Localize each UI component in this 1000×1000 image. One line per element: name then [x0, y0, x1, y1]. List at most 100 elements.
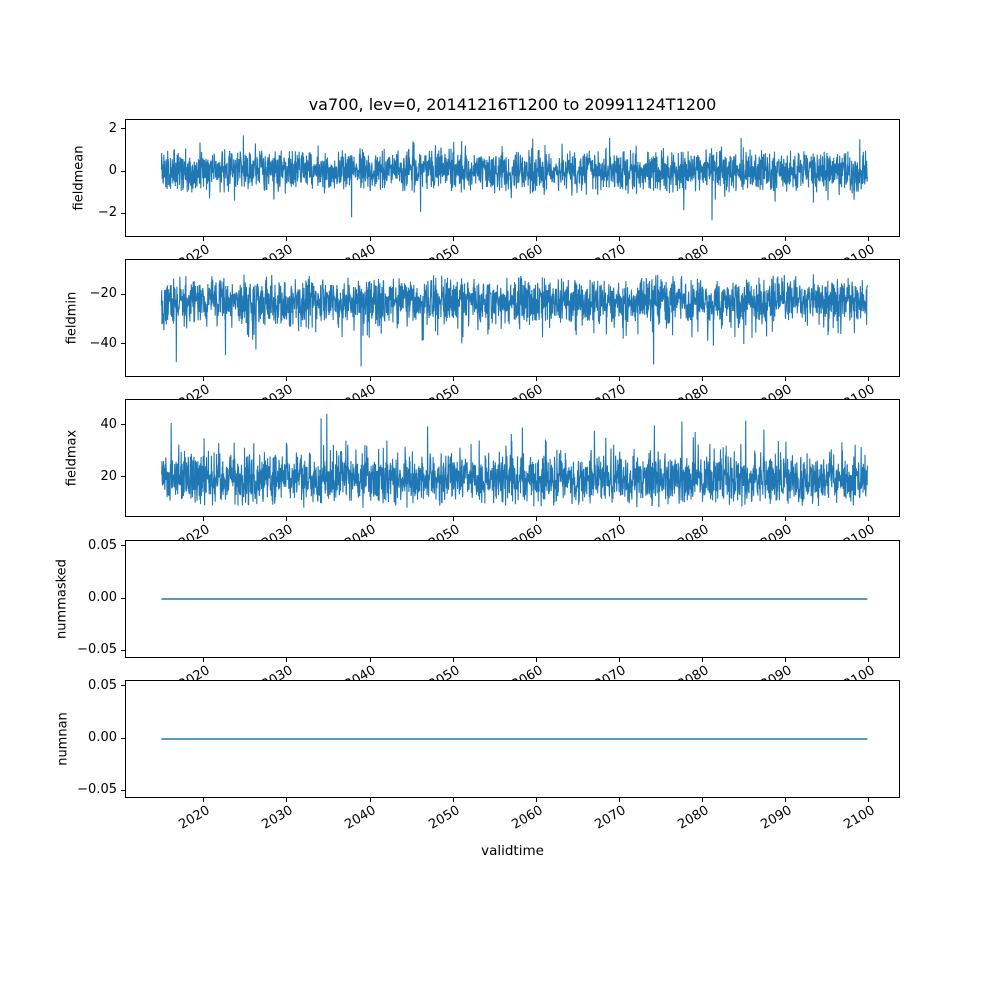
y-axis-label-nummasked: nummasked: [54, 559, 70, 639]
x-tick-label: 2090: [758, 803, 795, 833]
y-tick-label: −20: [89, 286, 117, 302]
y-tick-mark: [121, 545, 125, 547]
fieldmax-series-line: [160, 413, 868, 508]
x-tick-mark: [535, 658, 537, 662]
y-tick-label: 20: [100, 468, 117, 484]
y-tick-mark: [121, 476, 125, 478]
x-tick-label: 2070: [592, 803, 629, 833]
subplot-numnan-canvas: [161, 738, 868, 740]
x-tick-mark: [203, 798, 205, 802]
y-tick-mark: [121, 685, 125, 687]
x-tick-mark: [286, 658, 288, 662]
x-tick-mark: [618, 517, 620, 521]
x-tick-mark: [369, 658, 371, 662]
subplot-numnan-panel: [125, 680, 900, 798]
y-axis-label-numnan: numnan: [55, 712, 71, 766]
x-tick-mark: [286, 517, 288, 521]
x-tick-mark: [369, 798, 371, 802]
x-tick-mark: [868, 377, 870, 381]
x-tick-mark: [535, 798, 537, 802]
x-tick-mark: [535, 237, 537, 241]
subplot-fieldmax-panel: [125, 399, 900, 517]
x-tick-mark: [618, 658, 620, 662]
x-tick-mark: [702, 658, 703, 662]
x-tick-label: 2030: [259, 803, 296, 833]
x-tick-mark: [286, 377, 288, 381]
subplot-fieldmin-panel: [125, 259, 900, 377]
subplot-nummasked-canvas: [161, 598, 868, 600]
x-tick-label: 2080: [675, 803, 712, 833]
x-tick-label: 2050: [425, 803, 463, 833]
x-tick-mark: [785, 798, 787, 802]
y-tick-label: −0.05: [77, 642, 117, 658]
x-tick-mark: [618, 377, 620, 381]
x-tick-mark: [369, 517, 371, 521]
y-tick-label: 0.05: [88, 537, 117, 553]
subplot-nummasked-panel: [125, 540, 900, 658]
x-tick-mark: [702, 517, 703, 521]
y-tick-mark: [121, 649, 125, 651]
x-tick-mark: [785, 237, 787, 241]
y-tick-label: 0.00: [88, 730, 117, 745]
y-tick-label: −0.05: [77, 782, 117, 798]
x-tick-mark: [369, 237, 371, 241]
y-tick-mark: [121, 424, 125, 426]
x-tick-mark: [618, 798, 620, 802]
x-tick-mark: [452, 517, 454, 521]
x-tick-mark: [369, 377, 371, 381]
subplot-fieldmin-canvas: [160, 274, 868, 367]
x-tick-mark: [535, 517, 537, 521]
subplot-fieldmean-panel: [125, 119, 900, 237]
x-tick-mark: [286, 798, 288, 802]
x-tick-label: 2060: [509, 803, 546, 833]
x-tick-mark: [785, 517, 787, 521]
x-tick-mark: [452, 377, 454, 381]
x-tick-mark: [868, 237, 870, 241]
x-tick-mark: [702, 377, 703, 381]
subplot-fieldmean-canvas: [160, 135, 868, 221]
x-tick-mark: [785, 377, 787, 381]
x-tick-mark: [535, 377, 537, 381]
chart-title: va700, lev=0, 20141216T1200 to 20991124T…: [308, 95, 717, 114]
y-tick-mark: [121, 170, 125, 172]
y-tick-mark: [121, 128, 125, 130]
x-tick-mark: [868, 517, 870, 521]
x-tick-mark: [702, 237, 703, 241]
fieldmin-series-line: [160, 274, 868, 367]
y-tick-mark: [121, 212, 125, 214]
y-tick-label: −40: [89, 335, 117, 351]
x-tick-mark: [618, 237, 620, 241]
x-tick-mark: [785, 658, 787, 662]
x-axis-label: validtime: [481, 843, 544, 859]
y-tick-mark: [121, 737, 125, 739]
y-tick-label: 0.00: [88, 590, 117, 605]
x-tick-mark: [203, 377, 205, 381]
x-tick-mark: [452, 658, 454, 662]
x-tick-label: 2020: [176, 803, 213, 833]
x-tick-mark: [452, 798, 454, 802]
x-tick-mark: [868, 658, 870, 662]
y-tick-mark: [121, 597, 125, 599]
x-tick-label: 2100: [841, 803, 878, 833]
fieldmean-series-line: [160, 135, 868, 221]
y-tick-label: 0.05: [88, 677, 117, 693]
y-axis-label-fieldmin: fieldmin: [64, 291, 80, 345]
x-tick-mark: [203, 517, 205, 521]
y-tick-label: 0: [108, 163, 117, 179]
subplot-fieldmax-canvas: [160, 413, 868, 508]
y-axis-label-fieldmax: fieldmax: [64, 429, 80, 487]
y-tick-label: 40: [100, 416, 117, 432]
x-tick-mark: [286, 237, 288, 241]
x-tick-mark: [203, 658, 205, 662]
x-tick-label: 2040: [342, 803, 380, 833]
y-tick-mark: [121, 293, 125, 295]
y-axis-label-fieldmean: fieldmean: [71, 145, 87, 211]
x-tick-mark: [868, 798, 870, 802]
x-tick-mark: [702, 798, 703, 802]
y-tick-label: −2: [97, 205, 117, 221]
x-tick-mark: [452, 237, 454, 241]
y-tick-label: 2: [108, 120, 117, 136]
y-tick-mark: [121, 343, 125, 345]
y-tick-mark: [121, 789, 125, 791]
